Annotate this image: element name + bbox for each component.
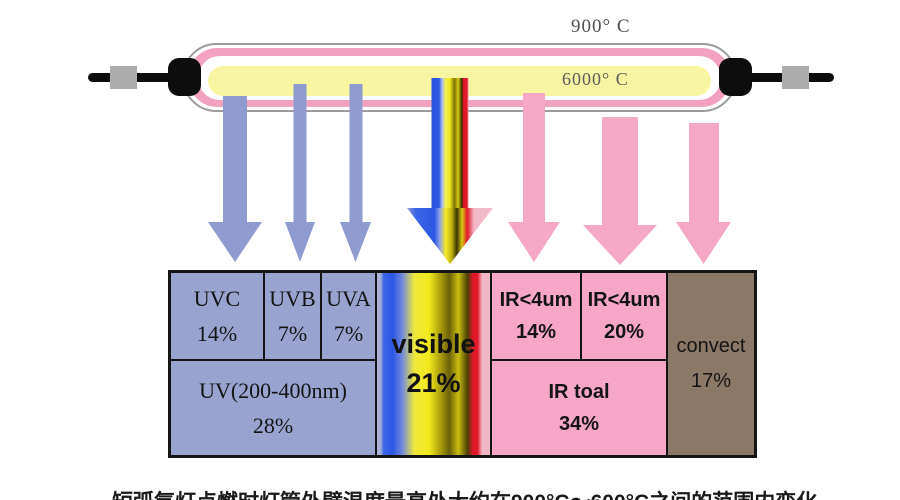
outer-temperature-label: 900° C	[571, 16, 631, 37]
caption-partial: 短弧氙灯点燃时灯管外壁温度最高处大约在900°C～600°C之间的范围内变化	[112, 486, 900, 500]
uva-arrow-shaft	[349, 84, 362, 224]
uvb-label: UVB	[269, 285, 316, 311]
visible-arrow-shaft	[431, 78, 469, 210]
visible-label: visible	[391, 329, 476, 359]
convect-value: 17%	[690, 370, 732, 392]
visible-arrow-head	[407, 208, 493, 264]
uv-cells-row: UVC 14% UVB 7% UVA 7%	[171, 273, 375, 361]
visible-spectrum-arrow	[407, 78, 493, 264]
uvc-cell: UVC 14%	[171, 273, 265, 361]
uv-total-value: 28%	[252, 412, 294, 438]
uvb-value: 7%	[277, 320, 308, 346]
ir-long-arrow-head	[583, 225, 657, 265]
ir-short-arrow-head	[508, 222, 560, 262]
ir-short-label: IR<4um	[499, 288, 573, 311]
convect-label: convect	[676, 335, 746, 357]
convection-arrow	[676, 123, 731, 264]
visible-section: visible 21%	[375, 273, 492, 455]
ir-short-value: 14%	[515, 320, 556, 343]
convection-arrow-head	[676, 222, 731, 264]
ir-section: IR<4um 14% IR<4um 20% IR toal 34%	[492, 273, 668, 455]
ir-short-arrow	[508, 93, 560, 262]
core-temperature-label: 6000° C	[562, 69, 629, 89]
ir-short-arrow-shaft	[523, 93, 545, 224]
ir-long-arrow-shaft	[602, 117, 638, 227]
uvb-cell: UVB 7%	[265, 273, 322, 361]
uva-arrow-head	[340, 222, 371, 262]
uv-section: UVC 14% UVB 7% UVA 7% UV(200-400nm) 28%	[171, 273, 375, 455]
ir-total-value: 34%	[558, 412, 600, 435]
uva-cell: UVA 7%	[322, 273, 375, 361]
ir-cells-row: IR<4um 14% IR<4um 20%	[492, 273, 666, 361]
ir-long-arrow	[583, 117, 657, 265]
uv-total-label: UV(200-400nm)	[199, 377, 347, 403]
left-terminal-block	[110, 66, 137, 89]
ir-long-cell: IR<4um 20%	[581, 273, 666, 361]
ir-short-cell: IR<4um 14%	[492, 273, 582, 361]
uvc-arrow-head	[208, 222, 262, 262]
uv-total-cell: UV(200-400nm) 28%	[171, 361, 375, 455]
uva-label: UVA	[326, 285, 371, 311]
uvc-arrow-shaft	[223, 96, 247, 224]
ir-total-label: IR toal	[548, 380, 610, 403]
ir-long-value: 20%	[603, 320, 644, 343]
uvc-arrow	[208, 96, 262, 262]
uvb-arrow-shaft	[293, 84, 307, 224]
uvb-arrow	[285, 84, 315, 262]
uvc-label: UVC	[193, 285, 241, 311]
left-electrode-seal	[168, 58, 201, 96]
uva-value: 7%	[333, 320, 364, 346]
right-electrode-seal	[719, 58, 752, 96]
ir-long-label: IR<4um	[587, 288, 661, 311]
right-terminal-block	[782, 66, 809, 89]
uvb-arrow-head	[285, 222, 315, 262]
convect-section: convect 17%	[668, 273, 754, 455]
uvc-value: 14%	[196, 320, 238, 346]
visible-value: 21%	[406, 368, 461, 398]
ir-total-cell: IR toal 34%	[492, 361, 666, 455]
uva-arrow	[340, 84, 371, 262]
convection-arrow-shaft	[688, 123, 719, 224]
energy-distribution-table: UVC 14% UVB 7% UVA 7% UV(200-400nm) 28% …	[168, 270, 757, 458]
